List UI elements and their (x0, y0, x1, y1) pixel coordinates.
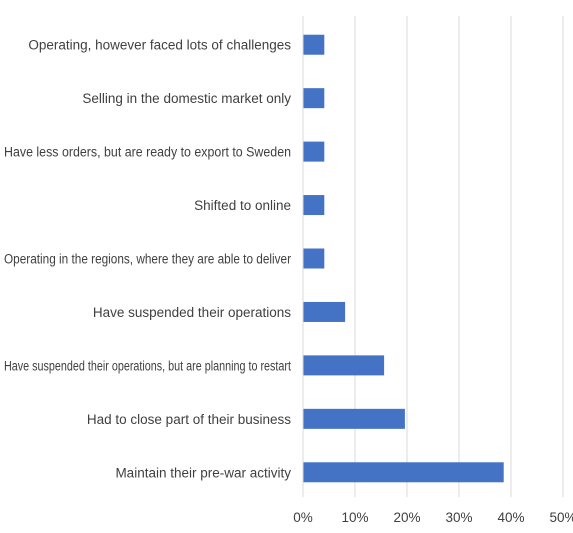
category-label: Shifted to online (194, 198, 291, 213)
bar (303, 88, 325, 109)
x-tick-label: 50% (549, 510, 573, 525)
x-tick-label: 20% (393, 510, 420, 525)
bar (303, 355, 385, 376)
x-tick-label: 0% (293, 510, 313, 525)
bar (303, 141, 325, 162)
category-label: Operating in the regions, where they are… (4, 252, 291, 267)
x-tick-label: 10% (341, 510, 368, 525)
category-label-layer: Operating, however faced lots of challen… (4, 38, 291, 481)
category-label: Had to close part of their business (87, 412, 291, 427)
grid-layer (302, 16, 564, 497)
bar (303, 195, 325, 216)
category-label: Have suspended their operations, but are… (4, 358, 291, 373)
category-label: Have suspended their operations (93, 305, 291, 320)
category-label: Maintain their pre-war activity (115, 465, 291, 480)
bar (303, 408, 405, 429)
bar (303, 301, 346, 322)
bar (303, 34, 325, 55)
bar-layer (303, 34, 504, 483)
category-label: Operating, however faced lots of challen… (28, 38, 291, 53)
category-label: Have less orders, but are ready to expor… (4, 145, 291, 160)
tick-label-layer: 0% 10% 20% 30% 40% 50% (293, 510, 573, 525)
bar (303, 248, 325, 269)
category-label: Selling in the domestic market only (82, 91, 291, 106)
bar (303, 462, 504, 483)
x-tick-label: 30% (445, 510, 472, 525)
x-tick-label: 40% (497, 510, 524, 525)
